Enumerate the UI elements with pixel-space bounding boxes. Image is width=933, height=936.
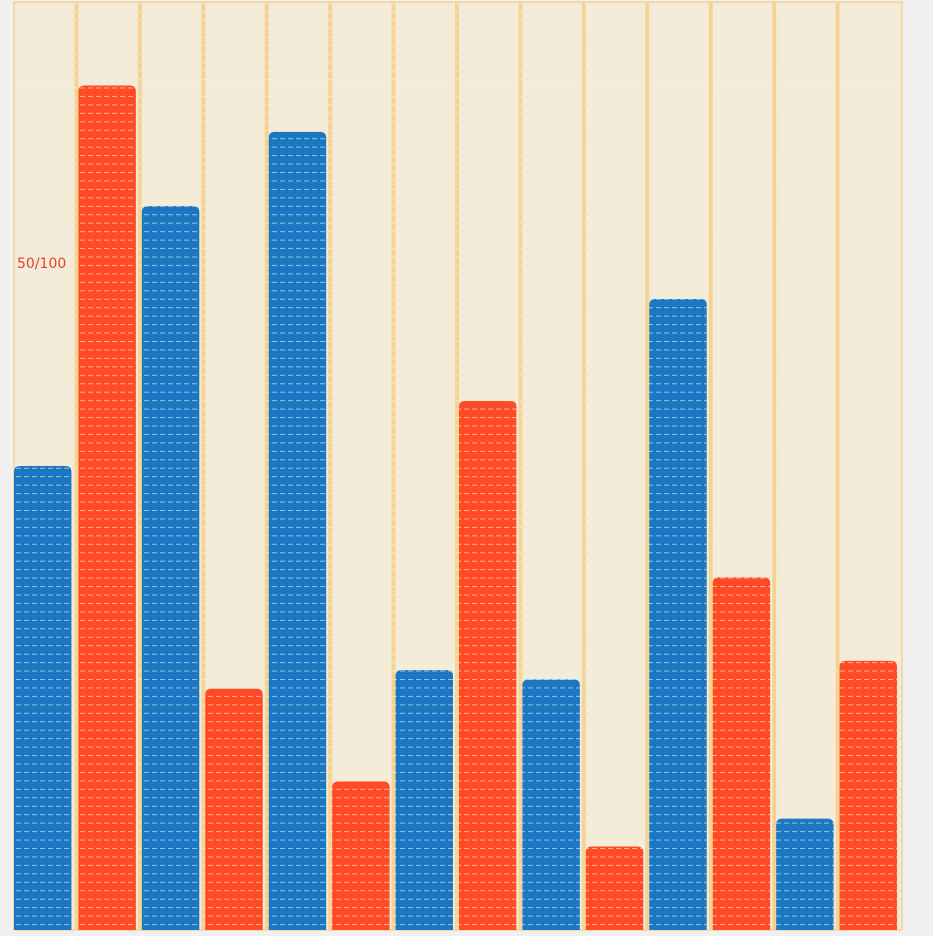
bar — [205, 688, 263, 930]
bar — [332, 781, 390, 930]
bar — [141, 206, 200, 930]
bar — [268, 131, 327, 931]
bar — [585, 846, 644, 930]
bar — [649, 298, 707, 931]
bar — [14, 466, 72, 930]
bar — [712, 577, 771, 930]
annotation: 50/100 — [17, 256, 66, 272]
bar — [839, 660, 897, 930]
bar — [522, 679, 580, 930]
bar — [459, 401, 517, 930]
bar — [776, 818, 834, 930]
bar — [78, 85, 136, 930]
bar — [395, 670, 453, 930]
